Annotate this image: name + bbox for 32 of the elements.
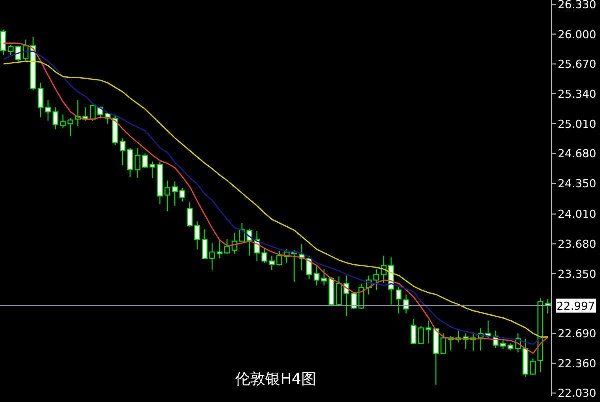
y-tick-label: 23.680 <box>558 238 596 252</box>
candlestick <box>127 148 134 178</box>
candlestick <box>60 114 66 129</box>
candlestick <box>410 318 417 345</box>
candlestick <box>336 276 342 307</box>
candlestick <box>321 268 328 286</box>
y-tick-label: 26.000 <box>558 28 596 42</box>
candlestick <box>134 148 141 179</box>
y-tick-label: 25.340 <box>558 88 596 101</box>
y-tick-label: 22.030 <box>558 387 596 400</box>
y-tick-label: 26.330 <box>558 0 596 12</box>
y-tick-label: 25.670 <box>558 58 596 72</box>
y-tick-label: 22.360 <box>558 357 596 370</box>
candlestick <box>418 326 424 345</box>
y-tick-label: 24.350 <box>558 177 596 190</box>
candlestick <box>142 153 148 169</box>
candlestick <box>314 264 320 286</box>
candlestick <box>426 320 432 344</box>
candlestick <box>150 161 156 179</box>
y-tick-label: 24.680 <box>558 148 596 161</box>
y-tick-label: 23.350 <box>558 268 596 281</box>
candlestick <box>38 82 44 118</box>
candlestick <box>224 239 230 255</box>
candlestick <box>52 107 59 130</box>
y-tick-label: 24.010 <box>558 208 596 222</box>
y-tick-label: 22.690 <box>558 328 596 341</box>
candlestick <box>45 100 52 122</box>
ref-line-label: 22.997 <box>556 300 596 313</box>
text: 伦敦银H4图 <box>234 370 318 389</box>
candlestick <box>500 338 506 350</box>
y-tick-label: 25.010 <box>558 118 596 131</box>
candlestick <box>216 239 223 260</box>
